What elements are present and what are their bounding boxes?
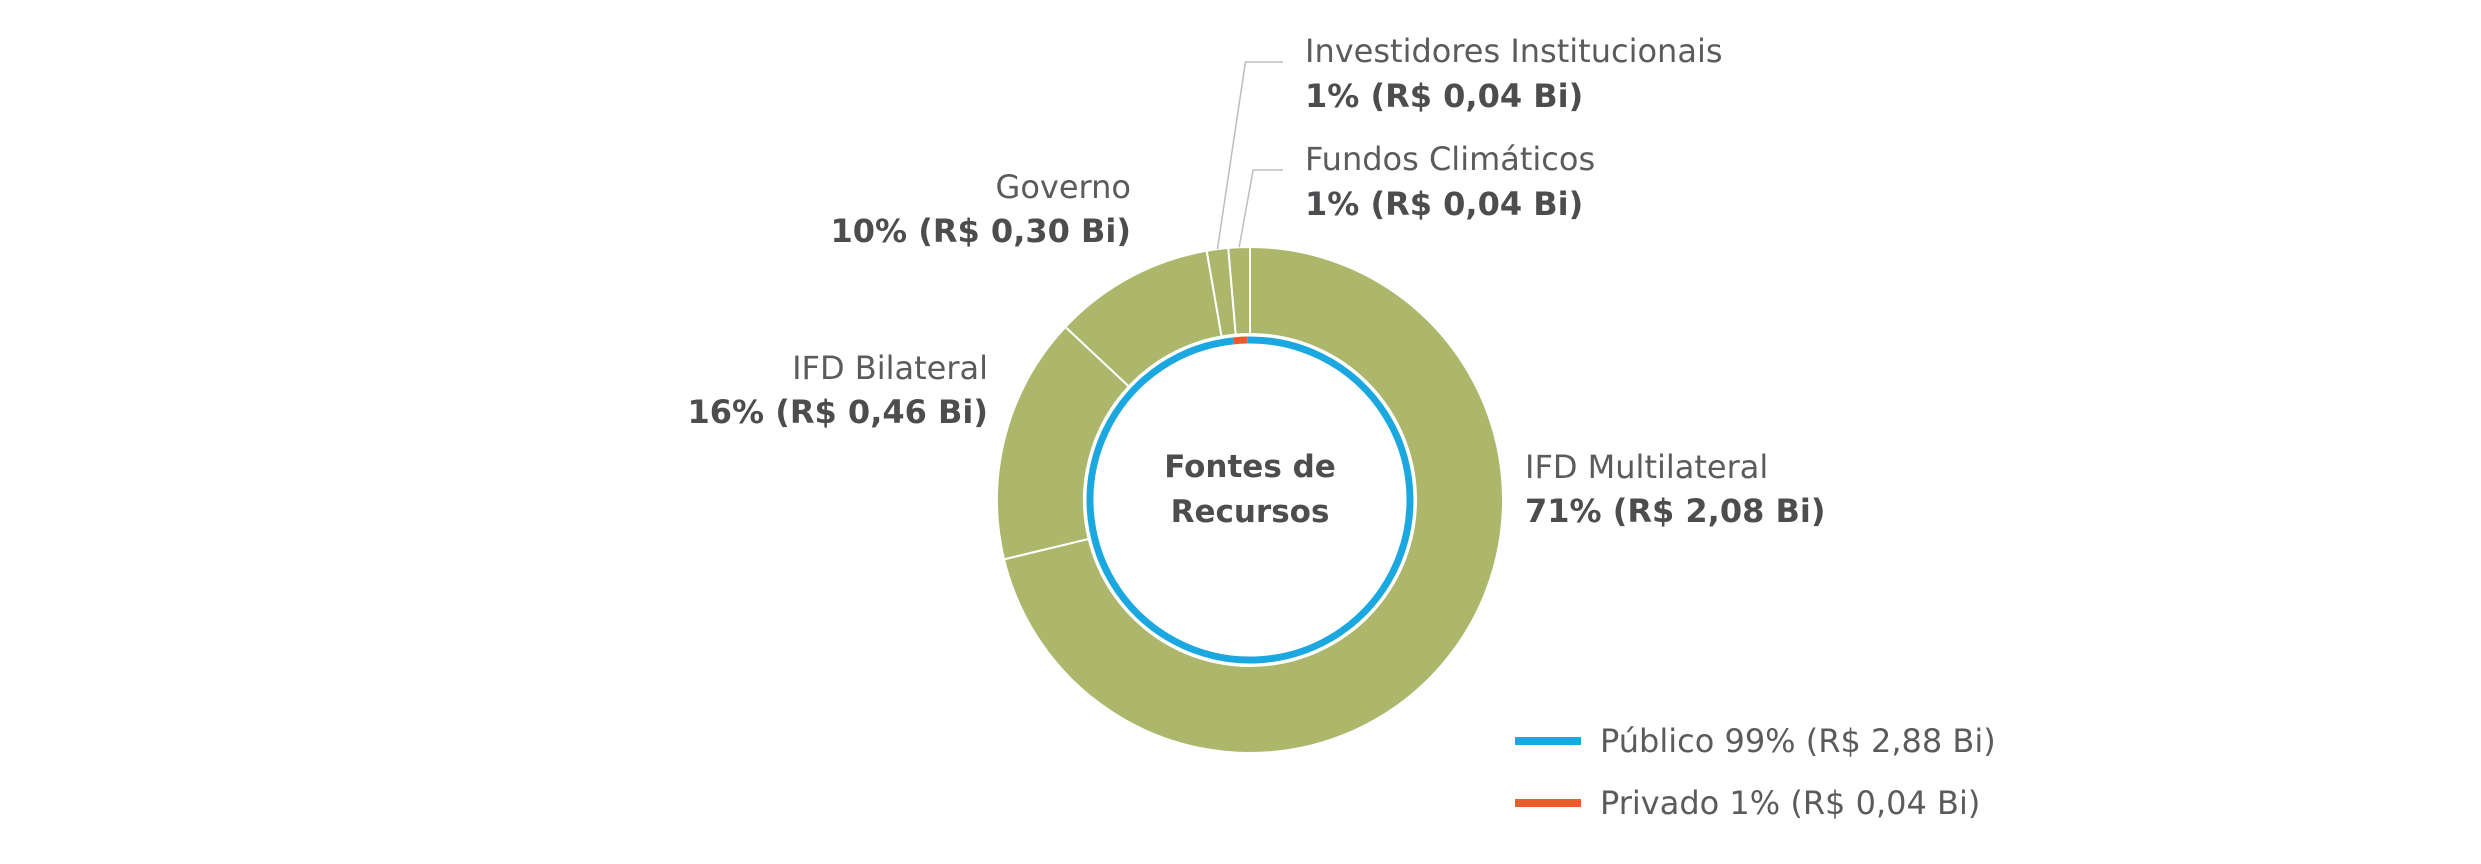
label-governo-name: Governo xyxy=(996,168,1131,206)
label-governo-value: 10% (R$ 0,30 Bi) xyxy=(831,212,1131,250)
slice-fundos-climaticos xyxy=(1227,245,1251,336)
label-investidores-name: Investidores Institucionais xyxy=(1305,32,1723,70)
legend: Público 99% (R$ 2,88 Bi) Privado 1% (R$ … xyxy=(1515,722,1996,822)
label-fundos-value: 1% (R$ 0,04 Bi) xyxy=(1305,185,1583,223)
legend-swatch-publico xyxy=(1515,737,1581,745)
label-ifd-bilateral-value: 16% (R$ 0,46 Bi) xyxy=(688,393,988,431)
legend-label-publico: Público 99% (R$ 2,88 Bi) xyxy=(1600,722,1996,760)
label-ifd-multilateral-value: 71% (R$ 2,08 Bi) xyxy=(1525,492,1825,530)
legend-swatch-privado xyxy=(1515,799,1581,807)
outer-ring xyxy=(996,245,1504,754)
label-investidores-value: 1% (R$ 0,04 Bi) xyxy=(1305,77,1583,115)
center-label-line-2: Recursos xyxy=(1171,494,1330,530)
leader-line-fundos xyxy=(1238,169,1283,248)
inner-slice-privado xyxy=(1233,336,1248,345)
slice-ifd-multilateral xyxy=(1002,245,1504,754)
center-label-line-1: Fontes de xyxy=(1164,449,1336,485)
inner-slice-publico xyxy=(1086,336,1414,664)
label-ifd-bilateral-name: IFD Bilateral xyxy=(792,349,988,387)
leader-lines xyxy=(1216,61,1283,250)
label-ifd-multilateral-name: IFD Multilateral xyxy=(1525,448,1768,486)
label-fundos-name: Fundos Climáticos xyxy=(1305,140,1595,178)
inner-ring xyxy=(1086,336,1414,664)
leader-line-investidores xyxy=(1216,61,1283,250)
legend-label-privado: Privado 1% (R$ 0,04 Bi) xyxy=(1600,784,1980,822)
